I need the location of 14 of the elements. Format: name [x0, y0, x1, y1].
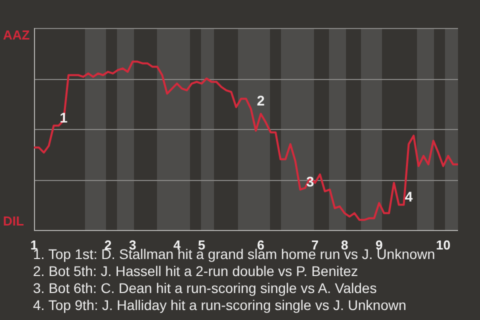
- x-tick-label: 5: [198, 237, 206, 252]
- x-tick-label: 6: [257, 237, 264, 252]
- text: 4. Top 9th: J. Halliday hit a run-scoring single vs J. Unknown: [33, 297, 408, 314]
- annotation: 2: [256, 92, 265, 109]
- x-tick-label: 7: [311, 237, 319, 252]
- x-tick-label: 8: [340, 237, 348, 252]
- text: DIL: [3, 214, 24, 229]
- annotation: 3: [306, 173, 314, 190]
- text: 2. Bot 5th: J. Hassell hit a 2-run double vs P. Benitez: [33, 263, 360, 280]
- text: 3. Bot 6th: C. Dean hit a run-scoring single vs A. Valdes: [33, 280, 378, 297]
- x-tick-label: 10: [436, 237, 450, 252]
- text: AAZ: [3, 28, 30, 43]
- annotation: 4: [404, 188, 413, 205]
- x-tick-label: 9: [376, 237, 383, 252]
